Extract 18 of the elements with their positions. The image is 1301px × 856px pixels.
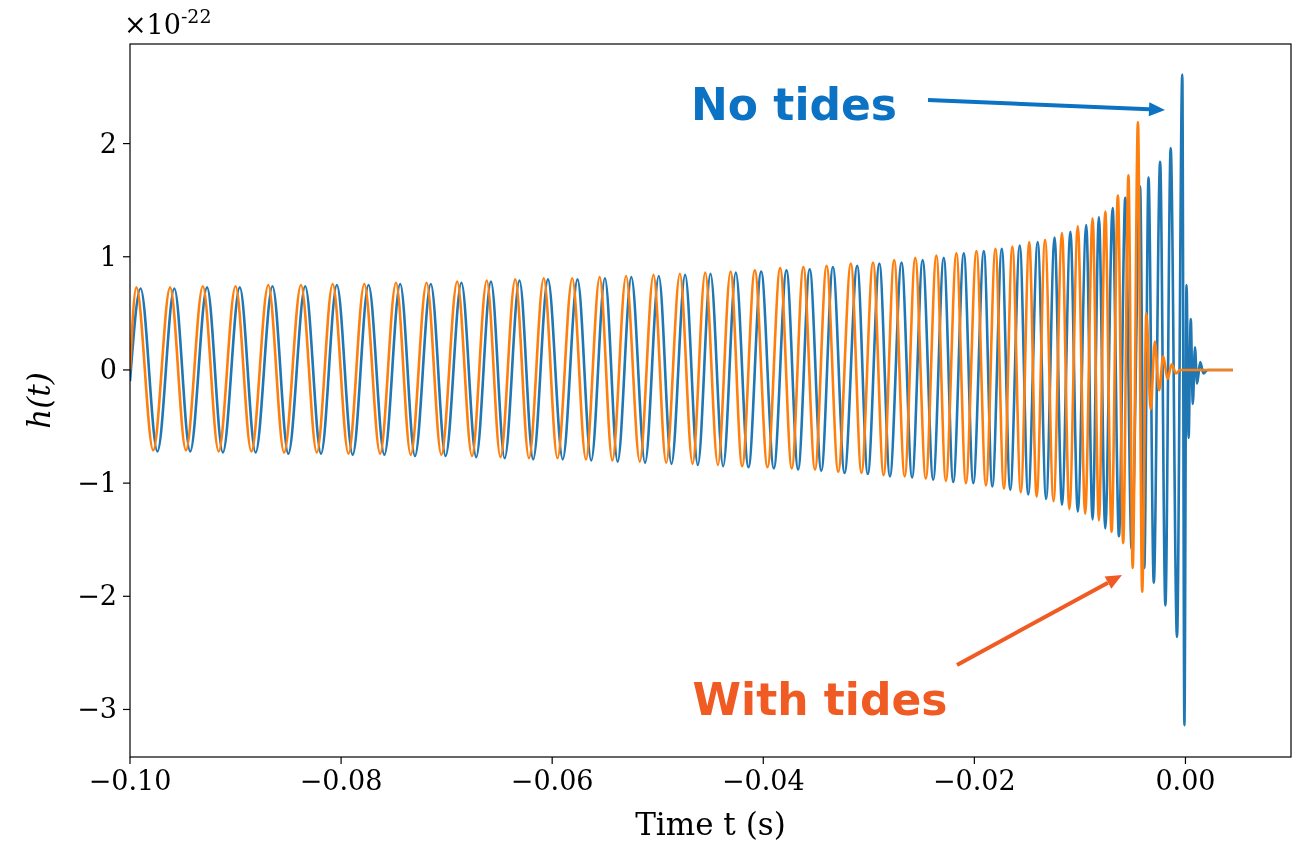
annotation: With tides	[692, 674, 948, 725]
line-series	[130, 120, 1235, 594]
text: ×10$^{-22}$	[124, 5, 212, 40]
annotation: No tides	[690, 79, 897, 130]
y-tick-label: 2	[99, 127, 117, 159]
y-tick-label: −3	[77, 693, 117, 725]
x-tick-label: −0.08	[299, 765, 383, 796]
y-axis-title: h(t)	[21, 372, 57, 429]
x-axis-title: Time t (s)	[635, 806, 786, 842]
y-tick-label: −1	[77, 467, 117, 499]
y-tick-label: 1	[99, 240, 117, 272]
x-tick-label: −0.04	[721, 765, 805, 796]
y-tick-label: 0	[99, 353, 117, 385]
x-tick-label: −0.02	[932, 765, 1016, 796]
x-tick-label: 0.00	[1155, 765, 1216, 796]
x-tick-label: −0.10	[88, 765, 172, 796]
x-tick-label: −0.06	[510, 765, 594, 796]
y-tick-label: −2	[77, 580, 117, 612]
